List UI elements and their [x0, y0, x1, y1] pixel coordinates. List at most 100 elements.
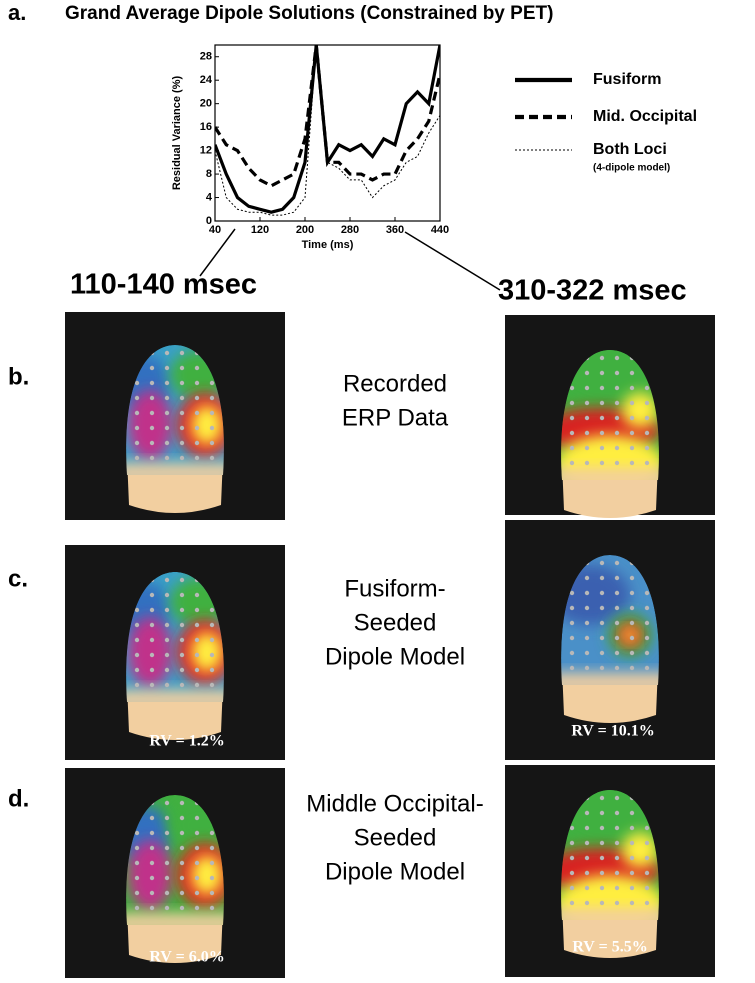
skin-fade: [126, 690, 224, 702]
electrode: [164, 815, 170, 821]
electrode: [629, 445, 635, 451]
electrode: [614, 870, 620, 876]
electrode: [644, 460, 650, 466]
electrode: [644, 825, 650, 831]
electrode: [164, 682, 170, 688]
electrode: [584, 650, 590, 656]
electrode: [134, 637, 140, 643]
electrode: [584, 855, 590, 861]
rv-label: RV = 6.0%: [149, 949, 224, 966]
rv-label: RV = 10.1%: [571, 723, 654, 740]
electrode: [149, 607, 155, 613]
electrode: [134, 652, 140, 658]
legend-label: Both Loci: [593, 141, 667, 158]
electrode: [569, 650, 575, 656]
electrode: [614, 650, 620, 656]
electrode: [209, 440, 215, 446]
electrode: [599, 460, 605, 466]
row-label: ERP Data: [342, 404, 449, 431]
electrode: [134, 905, 140, 911]
electrode: [614, 885, 620, 891]
y-tick-label: 8: [206, 168, 212, 180]
electrode: [209, 830, 215, 836]
series-line: [215, 45, 440, 214]
y-tick-label: 20: [200, 98, 212, 110]
legend-note: (4-dipole model): [593, 163, 670, 174]
electrode: [194, 607, 200, 613]
electrode: [179, 905, 185, 911]
panel-label: b.: [8, 363, 29, 390]
electrode: [179, 622, 185, 628]
electrode: [134, 890, 140, 896]
electrode: [194, 410, 200, 416]
electrode: [614, 415, 620, 421]
electrode: [584, 400, 590, 406]
electrode: [209, 395, 215, 401]
row-label: Middle Occipital-: [306, 790, 483, 817]
electrode: [194, 637, 200, 643]
electrode: [599, 840, 605, 846]
electrode: [179, 395, 185, 401]
rv-label: RV = 1.2%: [149, 733, 224, 750]
electrode: [134, 875, 140, 881]
electrode: [164, 905, 170, 911]
electrode: [194, 440, 200, 446]
electrode: [599, 560, 605, 566]
series-line: [215, 45, 440, 216]
electrode: [614, 355, 620, 361]
x-tick-label: 360: [386, 224, 404, 236]
potential-blob: [128, 840, 172, 910]
electrode: [194, 365, 200, 371]
electrode: [599, 650, 605, 656]
electrode: [134, 425, 140, 431]
skin-fade: [561, 673, 659, 685]
electrode: [209, 622, 215, 628]
electrode: [629, 460, 635, 466]
electrode: [569, 635, 575, 641]
potential-blob: [623, 628, 637, 642]
electrode: [644, 900, 650, 906]
electrode: [209, 410, 215, 416]
potential-blob: [561, 875, 659, 920]
electrode: [134, 380, 140, 386]
time-label: 310-322 msec: [498, 275, 687, 307]
electrode: [614, 460, 620, 466]
y-tick-label: 12: [200, 145, 212, 157]
electrode: [569, 900, 575, 906]
electrode: [629, 870, 635, 876]
electrode: [149, 667, 155, 673]
electrode: [614, 665, 620, 671]
electrode: [164, 875, 170, 881]
electrode: [644, 650, 650, 656]
electrode: [629, 385, 635, 391]
electrode: [644, 620, 650, 626]
electrode: [164, 410, 170, 416]
electrode: [164, 592, 170, 598]
y-tick-label: 16: [200, 121, 212, 133]
electrode: [179, 607, 185, 613]
electrode: [614, 620, 620, 626]
y-axis-label: Residual Variance (%): [171, 76, 183, 191]
electrode: [209, 637, 215, 643]
electrode: [164, 440, 170, 446]
electrode: [134, 830, 140, 836]
electrode: [209, 607, 215, 613]
electrode: [194, 455, 200, 461]
electrode: [629, 605, 635, 611]
electrode: [629, 900, 635, 906]
electrode: [599, 355, 605, 361]
electrode: [149, 845, 155, 851]
electrode: [194, 682, 200, 688]
row-label: Seeded: [354, 824, 437, 851]
electrode: [569, 885, 575, 891]
electrode: [149, 890, 155, 896]
electrode: [179, 577, 185, 583]
electrode: [569, 460, 575, 466]
electrode: [164, 622, 170, 628]
electrode: [584, 445, 590, 451]
electrode: [599, 590, 605, 596]
electrode: [584, 885, 590, 891]
electrode: [599, 430, 605, 436]
electrode: [569, 825, 575, 831]
electrode: [614, 430, 620, 436]
